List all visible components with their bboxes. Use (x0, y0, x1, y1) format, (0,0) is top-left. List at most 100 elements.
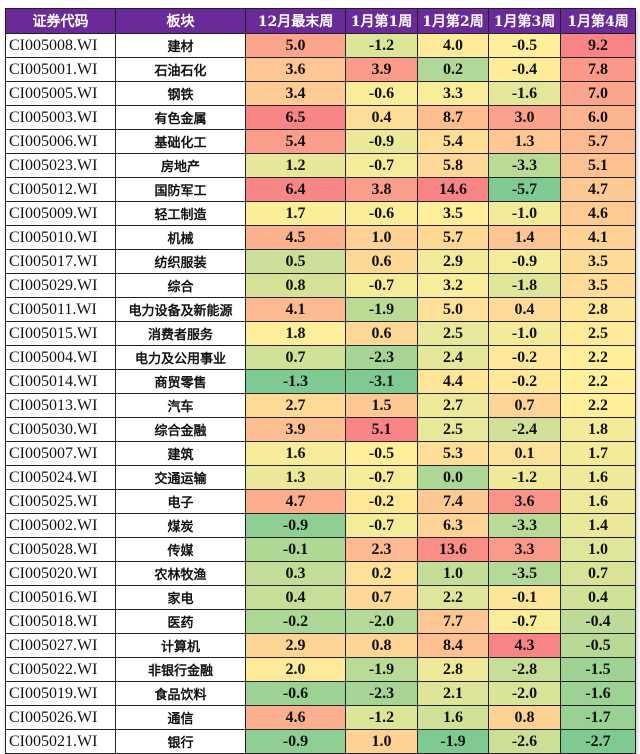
return-value-cell: 6.4 (245, 177, 346, 202)
return-value-cell: 1.2 (245, 153, 346, 178)
return-value-cell: -2.0 (345, 609, 418, 634)
return-value-cell: 2.8 (560, 297, 636, 322)
sector-name-cell: 房地产 (115, 153, 246, 178)
table-row: CI005006.WI 基础化工 5.4 -0.9 5.4 1.3 5.7 (5, 129, 636, 154)
return-value-cell: 1.6 (560, 489, 636, 514)
security-code-cell: CI005016.WI (5, 585, 116, 610)
return-value-cell: -0.2 (488, 369, 561, 394)
return-value-cell: -0.6 (345, 201, 418, 226)
sector-name-cell: 电力设备及新能源 (115, 297, 246, 322)
security-code-cell: CI005029.WI (5, 273, 116, 298)
return-value-cell: 0.4 (560, 585, 636, 610)
return-value-cell: -1.3 (245, 369, 346, 394)
sector-name-cell: 医药 (115, 609, 246, 634)
return-value-cell: -2.0 (488, 681, 561, 706)
return-value-cell: 0.7 (488, 393, 561, 418)
return-value-cell: 1.3 (245, 465, 346, 490)
return-value-cell: -0.5 (560, 633, 636, 658)
return-value-cell: 0.2 (417, 57, 489, 82)
return-value-cell: -0.1 (245, 537, 346, 562)
return-value-cell: -0.9 (245, 513, 346, 538)
return-value-cell: 1.3 (488, 129, 561, 154)
return-value-cell: -2.4 (488, 417, 561, 442)
return-value-cell: 2.7 (417, 393, 489, 418)
security-code-cell: CI005001.WI (5, 57, 116, 82)
return-value-cell: -1.6 (488, 81, 561, 106)
return-value-cell: 3.4 (245, 81, 346, 106)
return-value-cell: 4.0 (417, 33, 489, 58)
security-code-cell: CI005010.WI (5, 225, 116, 250)
return-value-cell: -1.9 (417, 729, 489, 754)
security-code-cell: CI005005.WI (5, 81, 116, 106)
return-value-cell: -1.2 (345, 33, 418, 58)
sector-name-cell: 纺织服装 (115, 249, 246, 274)
return-value-cell: -0.7 (345, 273, 418, 298)
return-value-cell: -0.2 (245, 609, 346, 634)
return-value-cell: 4.1 (245, 297, 346, 322)
table-row: CI005018.WI 医药 -0.2 -2.0 7.7 -0.7 -0.4 (5, 609, 636, 634)
header-sector: 板块 (115, 8, 246, 34)
return-value-cell: 5.1 (560, 153, 636, 178)
return-value-cell: -2.8 (488, 657, 561, 682)
return-value-cell: -2.3 (345, 345, 418, 370)
return-value-cell: 7.4 (417, 489, 489, 514)
return-value-cell: -0.7 (488, 609, 561, 634)
return-value-cell: 4.5 (245, 225, 346, 250)
table-row: CI005004.WI 电力及公用事业 0.7 -2.3 2.4 -0.2 2.2 (5, 345, 636, 370)
return-value-cell: 3.8 (345, 177, 418, 202)
return-value-cell: 3.5 (417, 201, 489, 226)
return-value-cell: -1.9 (345, 297, 418, 322)
sector-name-cell: 商贸零售 (115, 369, 246, 394)
return-value-cell: 5.3 (417, 441, 489, 466)
return-value-cell: 1.7 (245, 201, 346, 226)
security-code-cell: CI005025.WI (5, 489, 116, 514)
return-value-cell: -3.3 (488, 513, 561, 538)
table-body: CI005008.WI 建材 5.0 -1.2 4.0 -0.5 9.2 CI005001.W… (5, 33, 636, 754)
return-value-cell: 0.8 (245, 273, 346, 298)
return-value-cell: 14.6 (417, 177, 489, 202)
table-row: CI005015.WI 消费者服务 1.8 0.6 2.5 -1.0 2.5 (5, 321, 636, 346)
table-row: CI005012.WI 国防军工 6.4 3.8 14.6 -5.7 4.7 (5, 177, 636, 202)
return-value-cell: 3.0 (488, 105, 561, 130)
return-value-cell: 1.6 (417, 705, 489, 730)
return-value-cell: 3.3 (488, 537, 561, 562)
return-value-cell: -0.2 (488, 345, 561, 370)
sector-name-cell: 煤炭 (115, 513, 246, 538)
table-row: CI005020.WI 农林牧渔 0.3 0.2 1.0 -3.5 0.7 (5, 561, 636, 586)
return-value-cell: -2.6 (488, 729, 561, 754)
return-value-cell: 3.5 (560, 249, 636, 274)
return-value-cell: -0.9 (245, 729, 346, 754)
table-row: CI005017.WI 纺织服装 0.5 0.6 2.9 -0.9 3.5 (5, 249, 636, 274)
sector-name-cell: 银行 (115, 729, 246, 754)
sector-weekly-returns-table: 证券代码 板块 12月最末周 1月第1周 1月第2周 1月第3周 1月第4周 C… (5, 8, 636, 754)
return-value-cell: 2.1 (417, 681, 489, 706)
security-code-cell: CI005028.WI (5, 537, 116, 562)
return-value-cell: 2.9 (245, 633, 346, 658)
return-value-cell: 0.4 (488, 297, 561, 322)
security-code-cell: CI005022.WI (5, 657, 116, 682)
sector-name-cell: 机械 (115, 225, 246, 250)
return-value-cell: -1.9 (345, 657, 418, 682)
return-value-cell: 0.7 (245, 345, 346, 370)
return-value-cell: -0.9 (345, 129, 418, 154)
table-row: CI005005.WI 钢铁 3.4 -0.6 3.3 -1.6 7.0 (5, 81, 636, 106)
return-value-cell: 4.6 (560, 201, 636, 226)
return-value-cell: 1.0 (417, 561, 489, 586)
return-value-cell: -0.4 (560, 609, 636, 634)
return-value-cell: 5.0 (245, 33, 346, 58)
security-code-cell: CI005017.WI (5, 249, 116, 274)
heatmap-table-container: 证券代码 板块 12月最末周 1月第1周 1月第2周 1月第3周 1月第4周 C… (5, 8, 636, 754)
security-code-cell: CI005021.WI (5, 729, 116, 754)
return-value-cell: 2.2 (560, 345, 636, 370)
return-value-cell: 9.2 (560, 33, 636, 58)
sector-name-cell: 农林牧渔 (115, 561, 246, 586)
sector-name-cell: 基础化工 (115, 129, 246, 154)
security-code-cell: CI005023.WI (5, 153, 116, 178)
return-value-cell: -0.7 (345, 153, 418, 178)
return-value-cell: -0.4 (488, 57, 561, 82)
return-value-cell: 1.0 (560, 537, 636, 562)
return-value-cell: 5.4 (245, 129, 346, 154)
return-value-cell: -0.5 (345, 441, 418, 466)
return-value-cell: 4.4 (417, 369, 489, 394)
sector-name-cell: 轻工制造 (115, 201, 246, 226)
